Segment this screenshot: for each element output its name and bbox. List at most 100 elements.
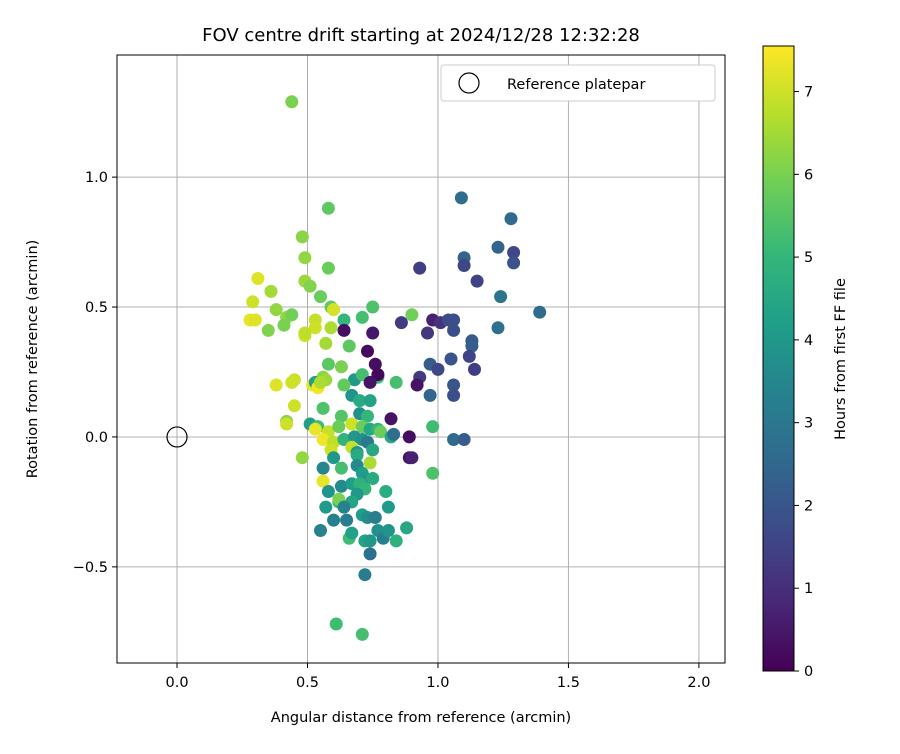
data-point [327, 303, 341, 317]
x-tick-label: 1.0 [426, 675, 449, 691]
data-point [298, 326, 312, 340]
data-point [444, 352, 458, 366]
y-tick-label: 0.5 [85, 300, 108, 316]
data-point [269, 378, 283, 392]
data-point [285, 308, 299, 322]
data-point [337, 323, 351, 337]
data-point [324, 321, 338, 335]
legend: Reference platepar [440, 64, 716, 102]
data-point [491, 321, 505, 335]
data-point [457, 259, 471, 272]
data-point [426, 420, 440, 434]
data-point [248, 313, 262, 327]
data-point [381, 500, 395, 514]
data-point [316, 474, 330, 488]
data-point [462, 349, 476, 363]
data-point [316, 433, 330, 446]
y-tick-label: −0.5 [73, 560, 108, 576]
data-point [321, 261, 335, 275]
data-point [337, 500, 351, 514]
data-point [400, 521, 414, 535]
x-axis-label: Angular distance from reference (arcmin) [271, 710, 571, 726]
data-point [334, 461, 348, 475]
reference-platepar-marker [166, 426, 188, 448]
colorbar-ticks: 0 1 2 3 4 5 6 7 [794, 85, 813, 680]
data-point [389, 534, 403, 548]
data-point [355, 627, 369, 641]
x-tick-label: 1.5 [557, 675, 580, 691]
data-point [303, 279, 317, 293]
data-point [368, 357, 382, 371]
legend-box [440, 64, 716, 102]
axis-ticks: 0.0 0.5 1.0 1.5 2.0 −0.5 0.0 0.5 1.0 [73, 170, 711, 691]
colorbar-tick-label: 5 [804, 250, 813, 266]
data-point [491, 240, 505, 254]
data-point [246, 295, 260, 309]
data-point [410, 378, 424, 392]
data-point [363, 375, 377, 389]
data-point [350, 448, 364, 462]
chart-title: FOV centre drift starting at 2024/12/28 … [202, 25, 640, 46]
data-point [368, 511, 382, 524]
data-point [314, 524, 327, 537]
data-point [337, 378, 351, 392]
x-tick-label: 0.0 [165, 675, 188, 691]
y-tick-label: 0.0 [85, 430, 108, 446]
data-point [379, 485, 393, 498]
data-point [332, 420, 346, 434]
data-point [334, 360, 348, 374]
data-point [340, 513, 354, 527]
legend-entry-reference: Reference platepar [507, 77, 645, 93]
data-point [345, 526, 359, 540]
data-point [321, 201, 335, 215]
data-point [447, 313, 461, 327]
data-point [319, 500, 333, 514]
data-point [285, 95, 299, 109]
data-point [447, 433, 461, 446]
data-point [316, 461, 330, 475]
data-point [314, 290, 327, 304]
data-point [342, 339, 356, 353]
colorbar-tick-label: 0 [804, 664, 813, 680]
data-point [264, 284, 278, 298]
data-point [507, 256, 521, 270]
data-point [329, 617, 343, 631]
data-point [321, 357, 335, 371]
data-point [280, 417, 294, 431]
data-point [251, 272, 265, 285]
data-point [384, 412, 398, 426]
reference-marker-layer [166, 426, 188, 448]
data-point [353, 394, 367, 408]
data-point [314, 375, 327, 389]
data-point [287, 399, 301, 413]
data-point [363, 547, 377, 561]
data-points [243, 95, 547, 641]
data-point [308, 321, 322, 335]
data-point [298, 251, 312, 265]
colorbar-tick-label: 4 [804, 333, 813, 349]
colorbar-tick-label: 7 [804, 85, 813, 101]
data-point [334, 479, 348, 493]
data-point [334, 409, 348, 423]
data-point [494, 290, 508, 304]
data-point [468, 362, 481, 376]
data-point [465, 339, 479, 353]
data-point [413, 261, 427, 275]
y-tick-label: 1.0 [85, 170, 108, 186]
data-point [366, 443, 380, 457]
data-point [533, 305, 547, 319]
data-point [316, 401, 330, 415]
y-axis-label: Rotation from reference (arcmin) [25, 240, 41, 479]
colorbar-tick-label: 6 [804, 167, 813, 183]
data-point [361, 409, 374, 423]
data-point [295, 451, 309, 465]
data-point [504, 212, 518, 226]
data-point [431, 362, 445, 376]
data-point [423, 388, 437, 402]
data-point [421, 326, 434, 340]
legend-reference-marker [458, 72, 480, 94]
plot-frame [116, 54, 726, 664]
data-point [261, 323, 275, 337]
data-point [405, 451, 419, 465]
